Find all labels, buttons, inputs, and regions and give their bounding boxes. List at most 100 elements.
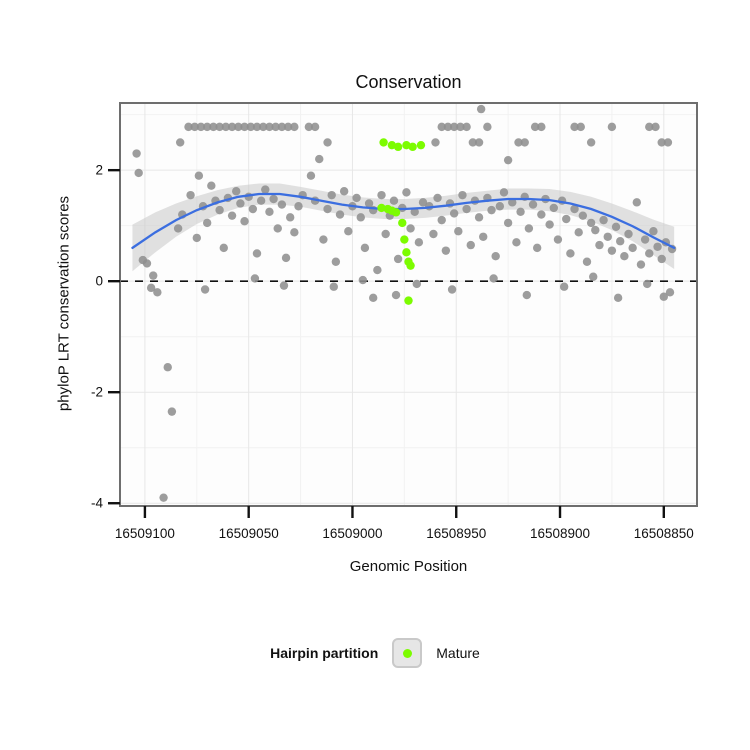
- data-point: [391, 290, 401, 300]
- data-point: [256, 196, 266, 205]
- data-point: [437, 215, 446, 225]
- data-point: [649, 227, 658, 236]
- mature-point: [377, 203, 386, 213]
- data-point: [607, 122, 617, 132]
- data-point: [466, 240, 475, 250]
- data-point: [645, 122, 654, 132]
- data-point: [339, 187, 349, 196]
- data-point: [412, 279, 422, 289]
- data-point: [499, 188, 509, 197]
- chart-title: Conservation: [355, 72, 462, 92]
- mature-point: [391, 208, 401, 217]
- data-point: [431, 138, 440, 147]
- y-axis-label: phyloP LRT conservation scores: [55, 195, 73, 412]
- mature-point: [416, 140, 426, 150]
- data-point: [591, 225, 600, 235]
- data-point: [327, 190, 336, 200]
- data-point: [294, 202, 303, 211]
- data-point: [323, 204, 332, 214]
- data-point: [194, 171, 204, 180]
- data-point: [559, 282, 569, 291]
- mature-point: [402, 248, 411, 257]
- x-tick-label: 16509000: [322, 526, 382, 541]
- data-point: [586, 218, 596, 228]
- data-point: [640, 235, 650, 244]
- data-point: [393, 254, 403, 264]
- data-point: [607, 246, 617, 255]
- data-point: [389, 196, 399, 205]
- legend-title: Hairpin partition: [270, 645, 379, 661]
- data-point: [528, 200, 538, 209]
- data-point: [516, 207, 525, 216]
- data-point: [632, 198, 642, 207]
- data-point: [586, 138, 596, 147]
- data-point: [146, 283, 156, 293]
- data-point: [323, 138, 332, 147]
- data-point: [192, 233, 201, 243]
- data-point: [202, 218, 212, 228]
- data-point: [537, 210, 546, 219]
- data-point: [462, 204, 471, 214]
- data-point: [642, 279, 652, 289]
- data-point: [514, 138, 523, 147]
- data-point: [265, 207, 274, 216]
- data-point: [373, 265, 382, 275]
- data-point: [277, 122, 287, 132]
- data-point: [545, 220, 554, 229]
- data-point: [589, 272, 598, 281]
- data-point: [437, 122, 446, 132]
- data-point: [599, 215, 608, 225]
- data-point: [653, 242, 662, 251]
- mature-point: [398, 218, 407, 228]
- mature-point: [400, 235, 409, 244]
- data-point: [360, 243, 370, 253]
- panel-border: [119, 102, 698, 507]
- data-point: [522, 290, 532, 300]
- x-tick-label: 16508950: [426, 526, 486, 541]
- x-axis-label: Genomic Position: [349, 558, 468, 575]
- data-point: [175, 138, 185, 147]
- data-point: [358, 275, 368, 285]
- data-point: [310, 122, 320, 132]
- y-tick-label: -2: [91, 385, 103, 400]
- data-point: [532, 243, 542, 253]
- data-point: [290, 122, 299, 132]
- data-point: [159, 493, 168, 502]
- data-point: [595, 240, 604, 250]
- data-point: [134, 168, 143, 178]
- data-point: [524, 224, 534, 233]
- x-tick-label: 16508850: [634, 526, 694, 541]
- data-point: [240, 217, 249, 226]
- mature-point: [408, 142, 417, 152]
- x-tick-label: 16509050: [219, 526, 279, 541]
- data-point: [248, 204, 258, 214]
- data-point: [207, 181, 216, 190]
- data-point: [489, 274, 498, 283]
- loess-smooth-line: [131, 192, 676, 250]
- data-point: [184, 122, 193, 132]
- data-point: [331, 257, 341, 266]
- data-point: [261, 185, 270, 194]
- data-point: [219, 243, 228, 253]
- data-point: [215, 205, 224, 215]
- data-point: [227, 211, 237, 220]
- confidence-band: [132, 183, 675, 272]
- data-point: [479, 232, 488, 241]
- data-point: [570, 204, 579, 214]
- legend: Hairpin partition Mature: [0, 638, 750, 668]
- data-point: [259, 122, 268, 132]
- data-point: [487, 205, 496, 215]
- data-point: [512, 238, 521, 247]
- data-point: [283, 122, 293, 132]
- data-point: [414, 238, 424, 247]
- data-point: [369, 293, 378, 303]
- data-point: [149, 271, 158, 280]
- data-point: [364, 199, 374, 208]
- data-point: [663, 138, 673, 147]
- data-point: [651, 122, 660, 132]
- data-point: [537, 122, 546, 132]
- data-point: [578, 211, 588, 220]
- data-point: [456, 122, 465, 132]
- data-point: [406, 224, 415, 233]
- data-point: [232, 187, 241, 196]
